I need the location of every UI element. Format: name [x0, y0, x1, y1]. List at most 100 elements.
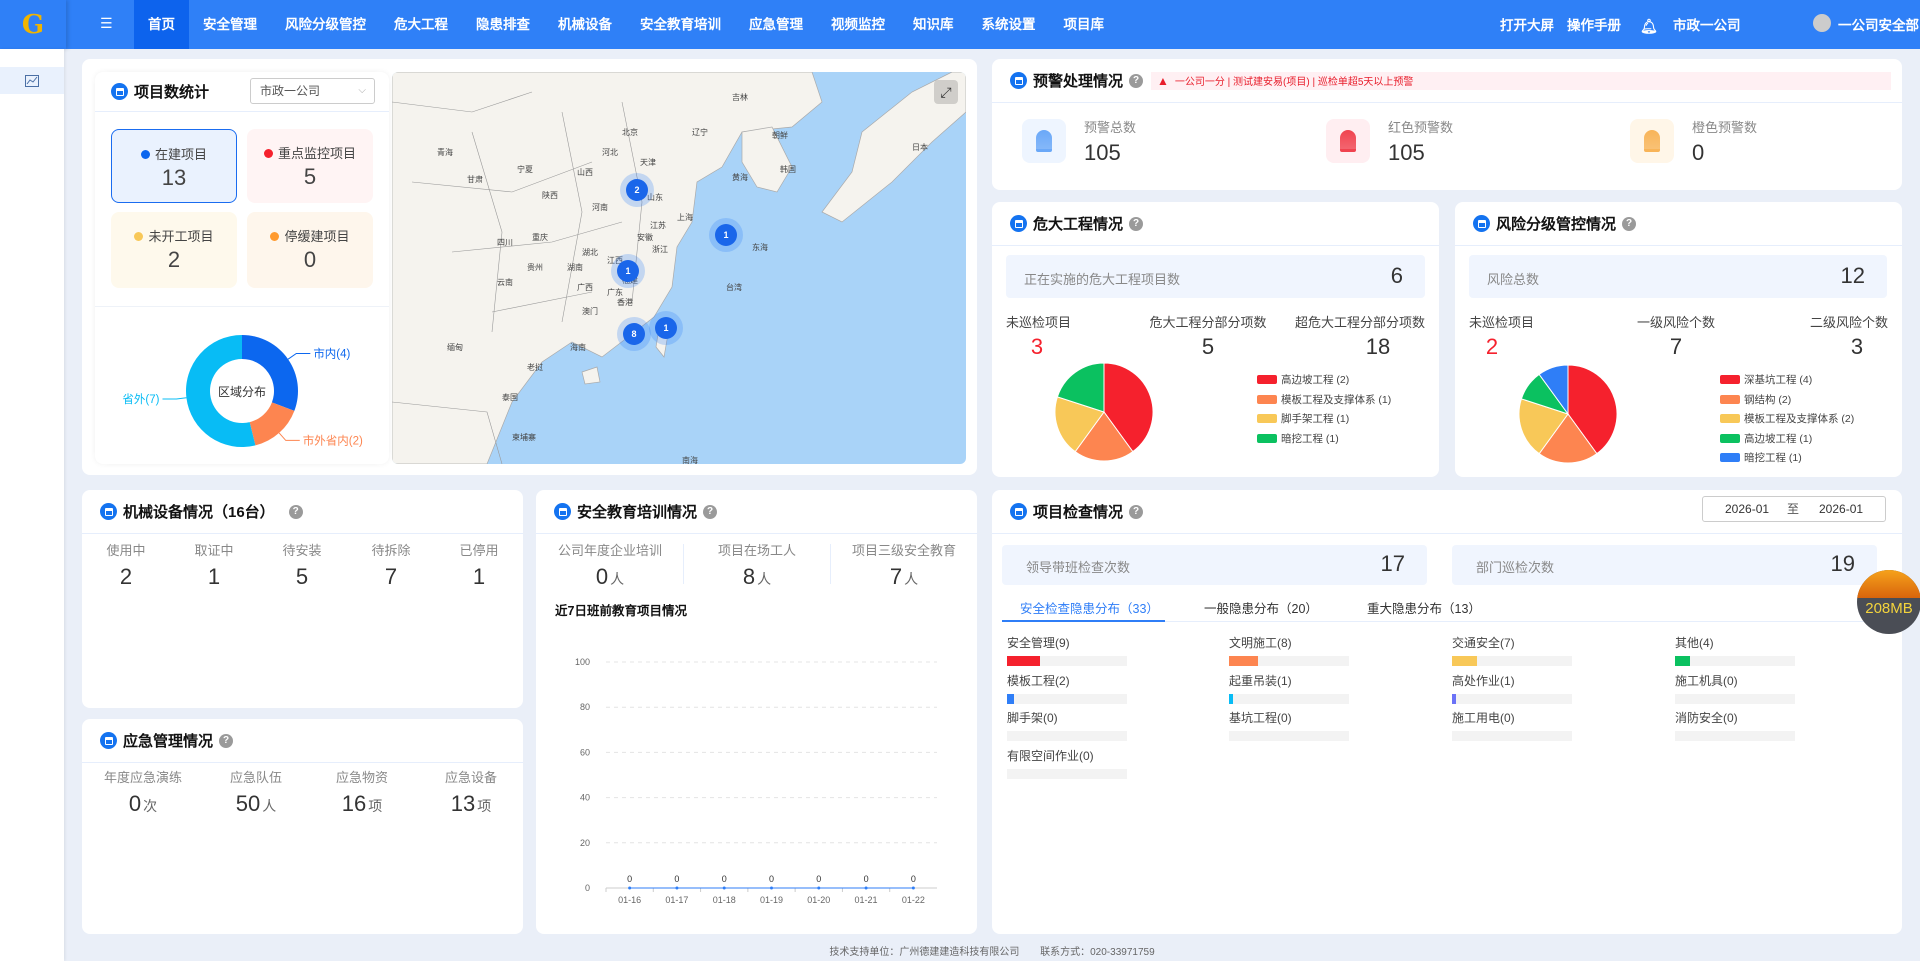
nav-item[interactable]: 系统设置: [981, 17, 1036, 32]
avatar[interactable]: [1813, 14, 1831, 32]
legend-item[interactable]: 脚手架工程 (1): [1257, 411, 1349, 426]
map-cluster-marker[interactable]: 1: [709, 218, 743, 252]
nav-item[interactable]: 视频监控: [831, 17, 885, 32]
hazard-item[interactable]: 交通安全(7): [1452, 634, 1572, 666]
danger-total-box: 正在实施的危大工程项目数 6: [1006, 255, 1425, 298]
nav-item[interactable]: 机械设备: [558, 17, 612, 32]
risk-slice[interactable]: [1518, 398, 1569, 455]
danger-slice[interactable]: [1056, 362, 1105, 413]
nav-item[interactable]: 首页: [134, 0, 189, 49]
calendar-icon: [100, 503, 117, 520]
user-name[interactable]: 一公司安全部: [1838, 18, 1919, 33]
map-cluster-marker[interactable]: 8: [617, 317, 651, 351]
y-tick-label: 100: [575, 657, 590, 667]
nav-item[interactable]: 危大工程: [394, 17, 448, 32]
legend-label: 模板工程及支撑体系 (1): [1281, 393, 1392, 406]
legend-item[interactable]: 暗挖工程 (1): [1720, 450, 1802, 465]
region-slice[interactable]: [242, 335, 299, 411]
help-icon[interactable]: ?: [1622, 216, 1637, 231]
date-from[interactable]: 2026-01: [1725, 502, 1770, 516]
risk-slice[interactable]: [1538, 364, 1569, 416]
legend-item[interactable]: 深基坑工程 (4): [1720, 372, 1812, 387]
fullscreen-icon[interactable]: ⤢: [934, 80, 958, 104]
help-icon[interactable]: ?: [703, 504, 718, 519]
project-map[interactable]: 朝鲜韩国日本黄海东海台湾南海老挝泰国柬埔寨缅甸香港澳门湖北江西安徽浙江福建广西湖…: [392, 72, 966, 464]
warning-stat[interactable]: 红色预警数 105: [1326, 119, 1453, 166]
map-cluster-marker[interactable]: 1: [611, 254, 645, 288]
legend-item[interactable]: 钢结构 (2): [1720, 392, 1791, 407]
stat-value: 5: [1201, 334, 1215, 359]
hazard-bar: [1452, 656, 1572, 666]
inspection-count-box[interactable]: 部门巡检次数 19: [1452, 545, 1877, 585]
manual-link[interactable]: 操作手册: [1567, 18, 1621, 33]
emergency-title: 应急管理情况: [123, 733, 214, 750]
nav-item[interactable]: 应急管理: [749, 17, 803, 32]
memory-badge[interactable]: 208MB: [1857, 570, 1920, 634]
help-icon[interactable]: ?: [1129, 216, 1144, 231]
legend-item[interactable]: 模板工程及支撑体系 (1): [1257, 392, 1391, 407]
map-cluster-marker[interactable]: 2: [620, 173, 654, 207]
region-slice[interactable]: [249, 402, 295, 446]
tab-hazard-1[interactable]: 一般隐患分布（20）: [1204, 602, 1318, 616]
nav-item[interactable]: 隐患排查: [476, 17, 530, 32]
risk-slice[interactable]: [1567, 364, 1618, 455]
hazard-item[interactable]: 起重吊装(1): [1229, 672, 1349, 704]
map-cluster-marker[interactable]: 1: [649, 311, 683, 345]
project-stat-box[interactable]: 在建项目 13: [111, 129, 237, 203]
bell-icon[interactable]: 🔔︎: [1640, 18, 1658, 34]
nav-item[interactable]: 知识库: [913, 17, 954, 32]
hazard-item[interactable]: 消防安全(0): [1675, 709, 1795, 741]
hazard-bar: [1007, 731, 1127, 741]
nav-item[interactable]: 安全管理: [203, 17, 257, 32]
project-stat-box[interactable]: 未开工项目 2: [111, 212, 237, 288]
help-icon[interactable]: ?: [1129, 73, 1144, 88]
legend-item[interactable]: 模板工程及支撑体系 (2): [1720, 411, 1854, 426]
date-to[interactable]: 2026-01: [1819, 502, 1864, 516]
danger-slice[interactable]: [1054, 396, 1105, 453]
warning-alert[interactable]: ▲ 一公司一分 | 测试建安易(项目) | 巡检单超5天以上预警: [1151, 71, 1892, 90]
legend-item[interactable]: 暗挖工程 (1): [1257, 431, 1339, 446]
help-icon[interactable]: ?: [1129, 504, 1144, 519]
hazard-item[interactable]: 基坑工程(0): [1229, 709, 1349, 741]
risk-slice[interactable]: [1538, 413, 1598, 464]
danger-slice[interactable]: [1103, 362, 1154, 453]
logo[interactable]: G: [0, 0, 66, 49]
inspection-count-box[interactable]: 领导带班检查次数 17: [1002, 545, 1427, 585]
open-screen-link[interactable]: 打开大屏: [1500, 18, 1554, 33]
help-icon[interactable]: ?: [219, 733, 234, 748]
sidebar-item-dashboard[interactable]: [0, 67, 64, 94]
hazard-item[interactable]: 有限空间作业(0): [1007, 747, 1127, 779]
project-stat-box[interactable]: 停缓建项目 0: [247, 212, 373, 288]
stat-number: 50: [235, 791, 261, 816]
x-tick-label: 01-20: [807, 895, 830, 905]
nav-item[interactable]: 安全教育培训: [640, 17, 721, 32]
hazard-item[interactable]: 施工用电(0): [1452, 709, 1572, 741]
hazard-item[interactable]: 其他(4): [1675, 634, 1795, 666]
warning-stat[interactable]: 预警总数 105: [1022, 119, 1136, 166]
hazard-label: 有限空间作业(0): [1007, 748, 1094, 763]
hazard-item[interactable]: 文明施工(8): [1229, 634, 1349, 666]
stat-unit: 项: [477, 798, 492, 814]
hazard-item[interactable]: 模板工程(2): [1007, 672, 1127, 704]
project-stat-box[interactable]: 重点监控项目 5: [247, 129, 373, 203]
hazard-item[interactable]: 脚手架(0): [1007, 709, 1127, 741]
nav-item[interactable]: 风险分级管控: [285, 17, 366, 32]
legend-item[interactable]: 高边坡工程 (2): [1257, 372, 1349, 387]
hazard-item[interactable]: 施工机具(0): [1675, 672, 1795, 704]
date-range-picker[interactable]: 2026-01 至 2026-01: [1702, 496, 1886, 522]
tab-hazard-0[interactable]: 安全检查隐患分布（33）: [1020, 602, 1159, 616]
tab-hazard-2[interactable]: 重大隐患分布（13）: [1367, 602, 1481, 616]
hazard-item[interactable]: 高处作业(1): [1452, 672, 1572, 704]
help-icon[interactable]: ?: [288, 504, 303, 519]
company-switch[interactable]: 市政一公司: [1673, 18, 1741, 33]
hazard-item[interactable]: 安全管理(9): [1007, 634, 1127, 666]
nav-item[interactable]: 项目库: [1063, 17, 1105, 32]
company-select[interactable]: 市政一公司 ⌵: [250, 78, 375, 104]
danger-slice[interactable]: [1074, 411, 1134, 462]
data-point[interactable]: [911, 886, 915, 890]
menu-toggle-icon[interactable]: ☰: [100, 15, 113, 31]
legend-swatch: [1720, 433, 1740, 443]
region-slice[interactable]: [186, 335, 256, 447]
warning-stat[interactable]: 橙色预警数 0: [1630, 119, 1757, 166]
legend-item[interactable]: 高边坡工程 (1): [1720, 431, 1812, 446]
